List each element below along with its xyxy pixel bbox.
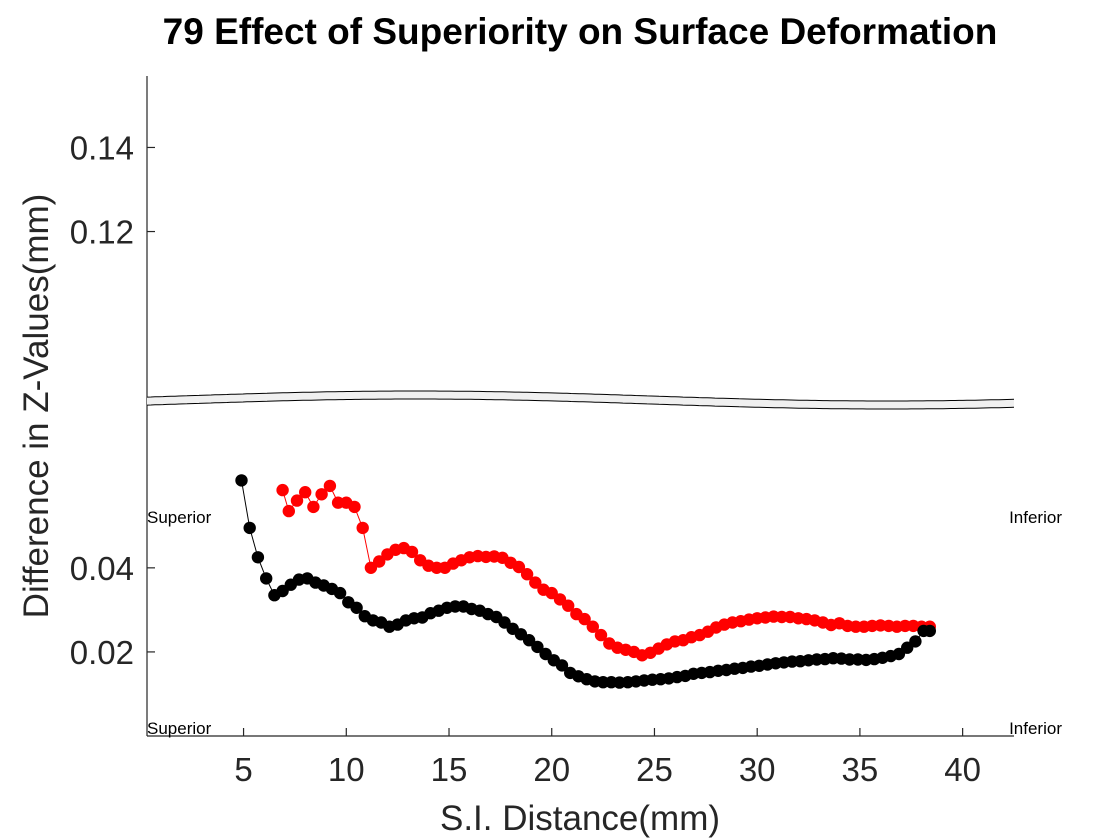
series-0-point [373, 555, 386, 568]
y-tick-label: 0.14 [70, 129, 134, 166]
annotation-group: Superior Inferior Superior Inferior [147, 508, 1062, 738]
axis-break-fill [147, 391, 1014, 409]
series-1-point [243, 521, 256, 535]
series-1-point [522, 634, 536, 647]
tick-group: 5 10 15 20 25 30 35 40 0.02 0.04 0.12 0.14 [70, 129, 981, 788]
y-tick-label: 0.12 [70, 214, 134, 251]
series-0-point [299, 486, 312, 499]
x-tick-label: 30 [739, 751, 776, 788]
plot-area [235, 474, 936, 689]
series-1-point [923, 624, 936, 638]
annotation-superior-bottom: Superior [147, 719, 212, 738]
series-1-point [260, 572, 273, 585]
x-tick-label: 5 [234, 751, 252, 788]
x-axis-label: S.I. Distance(mm) [440, 799, 720, 838]
series-1-line [241, 480, 930, 684]
axis-break-band [146, 390, 1015, 410]
chart-title: 79 Effect of Superiority on Surface Defo… [163, 11, 998, 52]
series-0 [276, 479, 936, 662]
series-1-point [235, 474, 248, 487]
series-0-point [529, 576, 542, 589]
x-tick-label: 20 [533, 751, 570, 788]
series-0-point [323, 479, 337, 493]
x-tick-label: 40 [944, 751, 981, 788]
series-1 [235, 474, 936, 689]
axis-break-edge-top [146, 390, 1015, 402]
series-0-point [594, 628, 608, 642]
series-0-point [276, 483, 289, 497]
series-1-point [333, 586, 347, 600]
series-1-point [531, 640, 544, 654]
series-0-point [586, 620, 599, 633]
series-0-point [282, 504, 295, 518]
series-0-point [520, 568, 534, 581]
series-0-point [290, 494, 304, 507]
y-axis-label: Difference in Z-Values(mm) [17, 194, 56, 619]
series-0-point [348, 500, 361, 514]
x-tick-label: 25 [636, 751, 673, 788]
series-1-point [909, 635, 922, 648]
series-0-point [405, 545, 419, 559]
series-0-point [578, 612, 591, 626]
x-tick-label: 15 [431, 751, 468, 788]
annotation-inferior-upper: Inferior [1009, 508, 1062, 527]
annotation-superior-upper: Superior [147, 508, 212, 527]
series-0-point [562, 599, 575, 612]
series-0-point [356, 521, 369, 535]
series-1-point [555, 659, 569, 672]
axes [146, 76, 1014, 737]
y-tick-label: 0.04 [70, 550, 134, 587]
axis-break-edge-bottom [146, 398, 1015, 410]
x-tick-label: 10 [328, 751, 365, 788]
series-0-point [307, 500, 320, 514]
series-0-point [512, 560, 526, 574]
y-tick-label: 0.02 [70, 634, 134, 671]
series-0-point [315, 488, 328, 501]
x-tick-label: 35 [842, 751, 879, 788]
series-1-point [251, 551, 265, 564]
annotation-inferior-bottom: Inferior [1009, 719, 1062, 738]
series-1-point [350, 601, 363, 614]
